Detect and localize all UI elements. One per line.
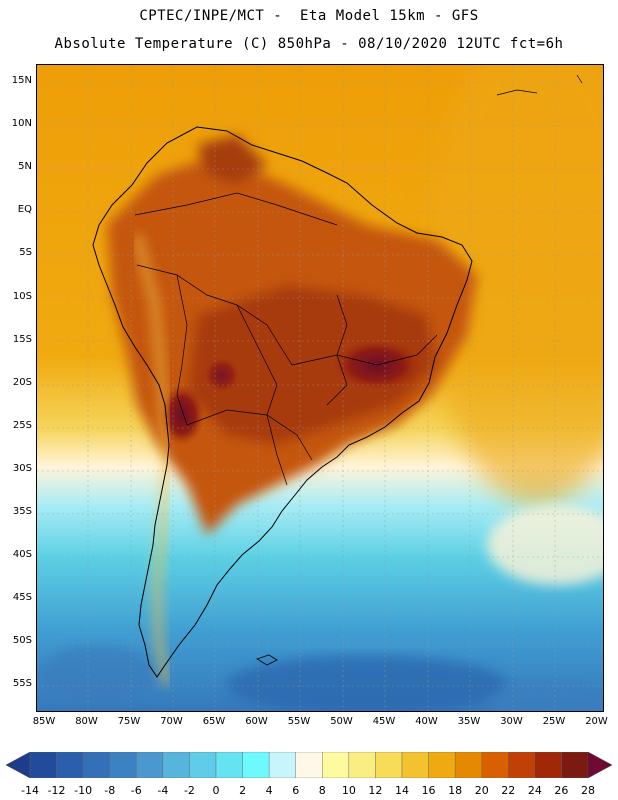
colorbar-label: -6 bbox=[130, 784, 142, 797]
colorbar-label: 2 bbox=[239, 784, 247, 797]
lat-tick-label: 15S bbox=[12, 333, 32, 345]
lon-tick-label: 35W bbox=[457, 716, 481, 727]
colorbar-bin bbox=[162, 752, 190, 778]
colorbar-bin bbox=[82, 752, 110, 778]
lat-tick-label: 45S bbox=[12, 592, 32, 604]
lat-tick-label: 25S bbox=[12, 419, 32, 431]
colorbar-bin bbox=[481, 752, 509, 778]
colorbar-label: -4 bbox=[157, 784, 169, 797]
lon-tick-label: 20W bbox=[585, 716, 608, 727]
colorbar-label: -8 bbox=[104, 784, 116, 797]
colorbar-bin bbox=[242, 752, 270, 778]
lat-tick-label: EQ bbox=[17, 204, 32, 216]
lon-tick-label: 65W bbox=[202, 716, 226, 727]
colorbar-bin bbox=[508, 752, 536, 778]
lon-tick-label: 60W bbox=[245, 716, 268, 727]
colorbar-bin bbox=[561, 752, 589, 778]
colorbar-label: 22 bbox=[501, 784, 516, 797]
lat-tick-label: 55S bbox=[12, 678, 32, 690]
colorbar-label: 28 bbox=[581, 784, 595, 797]
colorbar-label: -14 bbox=[21, 784, 39, 797]
lat-tick-label: 30S bbox=[12, 462, 32, 474]
lat-tick-label: 5N bbox=[18, 161, 32, 173]
colorbar-label: 16 bbox=[421, 784, 436, 797]
lat-tick-label: 10S bbox=[12, 290, 32, 302]
colorbar-label: 14 bbox=[395, 784, 409, 797]
lon-tick-label: 45W bbox=[372, 716, 396, 727]
colorbar-label: 10 bbox=[341, 784, 356, 797]
map-title-line-1: CPTEC/INPE/MCT - Eta Model 15km - GFS bbox=[139, 8, 479, 24]
lon-tick-label: 50W bbox=[330, 716, 353, 727]
lon-tick-label: 85W bbox=[32, 716, 56, 727]
colorbar-label: -10 bbox=[74, 784, 93, 797]
lat-tick-label: 20S bbox=[12, 376, 32, 388]
colorbar-bin bbox=[189, 752, 217, 778]
graticule bbox=[37, 65, 603, 711]
colorbar-label: 8 bbox=[318, 784, 326, 797]
colorbar-max-arrow bbox=[587, 752, 612, 778]
temperature-map bbox=[36, 64, 604, 712]
colorbar-bin bbox=[348, 752, 376, 778]
south-america-coastline bbox=[92, 126, 473, 678]
colorbar-bin bbox=[268, 752, 296, 778]
lon-tick-label: 25W bbox=[542, 716, 566, 727]
country-borders bbox=[134, 192, 438, 486]
lat-tick-label: 10N bbox=[11, 118, 32, 130]
colorbar-bin bbox=[375, 752, 403, 778]
colorbar-bin bbox=[295, 752, 323, 778]
colorbar-bin bbox=[136, 752, 164, 778]
lon-tick-label: 70W bbox=[160, 716, 183, 727]
lon-tick-label: 40W bbox=[415, 716, 438, 727]
land-temperature-field bbox=[107, 135, 477, 535]
lon-tick-label: 75W bbox=[117, 716, 141, 727]
colorbar-min-arrow bbox=[6, 752, 31, 778]
colorbar-bin bbox=[401, 752, 429, 778]
lon-tick-label: 80W bbox=[75, 716, 98, 727]
hot-core-chaco bbox=[160, 385, 204, 445]
colorbar-bin bbox=[428, 752, 456, 778]
colorbar-bin bbox=[56, 752, 84, 778]
colorbar-label: 6 bbox=[292, 784, 300, 797]
colorbar-bin bbox=[109, 752, 137, 778]
lat-tick-label: 35S bbox=[12, 506, 32, 517]
colorbar-label: 4 bbox=[265, 784, 273, 797]
colorbar-bin bbox=[454, 752, 482, 778]
colorbar-bin bbox=[29, 752, 57, 778]
colorbar bbox=[6, 752, 612, 778]
colorbar-label: 0 bbox=[212, 784, 220, 797]
colorbar-bin bbox=[215, 752, 243, 778]
map-title-line-2: Absolute Temperature (C) 850hPa - 08/10/… bbox=[54, 36, 564, 52]
lat-tick-label: 5S bbox=[19, 247, 32, 259]
colorbar-label: 26 bbox=[554, 784, 569, 797]
colorbar-label: -12 bbox=[47, 784, 66, 797]
colorbar-label: 18 bbox=[448, 784, 463, 797]
lat-tick-label: 15N bbox=[11, 75, 32, 86]
colorbar-label: 12 bbox=[368, 784, 383, 797]
colorbar-label: 24 bbox=[527, 784, 542, 797]
colorbar-label: 20 bbox=[474, 784, 489, 797]
lat-tick-label: 50S bbox=[12, 635, 32, 647]
lon-tick-label: 55W bbox=[287, 716, 311, 727]
lat-tick-label: 40S bbox=[12, 549, 32, 561]
colorbar-bin bbox=[534, 752, 562, 778]
map-canvas bbox=[37, 65, 603, 711]
colorbar-bin bbox=[322, 752, 350, 778]
lon-tick-label: 30W bbox=[500, 716, 523, 727]
colorbar-label: -2 bbox=[183, 784, 195, 797]
